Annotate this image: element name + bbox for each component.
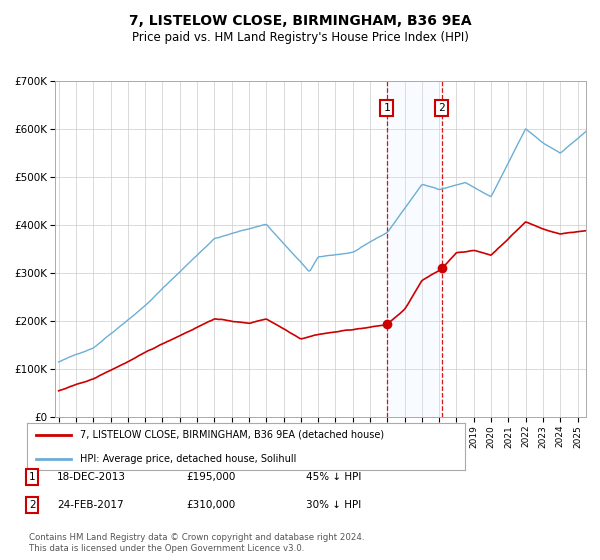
Text: HPI: Average price, detached house, Solihull: HPI: Average price, detached house, Soli… xyxy=(80,454,296,464)
Text: £310,000: £310,000 xyxy=(186,500,235,510)
Text: 1: 1 xyxy=(29,472,35,482)
Text: 2: 2 xyxy=(29,500,35,510)
Text: 18-DEC-2013: 18-DEC-2013 xyxy=(57,472,126,482)
Bar xyxy=(386,81,442,417)
Text: £195,000: £195,000 xyxy=(186,472,235,482)
Text: 24-FEB-2017: 24-FEB-2017 xyxy=(57,500,124,510)
Text: 30% ↓ HPI: 30% ↓ HPI xyxy=(306,500,361,510)
Text: Contains HM Land Registry data © Crown copyright and database right 2024.
This d: Contains HM Land Registry data © Crown c… xyxy=(29,533,364,553)
Text: 7, LISTELOW CLOSE, BIRMINGHAM, B36 9EA: 7, LISTELOW CLOSE, BIRMINGHAM, B36 9EA xyxy=(128,14,472,28)
Text: 2: 2 xyxy=(439,103,445,113)
Text: Price paid vs. HM Land Registry's House Price Index (HPI): Price paid vs. HM Land Registry's House … xyxy=(131,31,469,44)
Text: 45% ↓ HPI: 45% ↓ HPI xyxy=(306,472,361,482)
Text: 1: 1 xyxy=(383,103,390,113)
Text: 7, LISTELOW CLOSE, BIRMINGHAM, B36 9EA (detached house): 7, LISTELOW CLOSE, BIRMINGHAM, B36 9EA (… xyxy=(80,430,383,440)
